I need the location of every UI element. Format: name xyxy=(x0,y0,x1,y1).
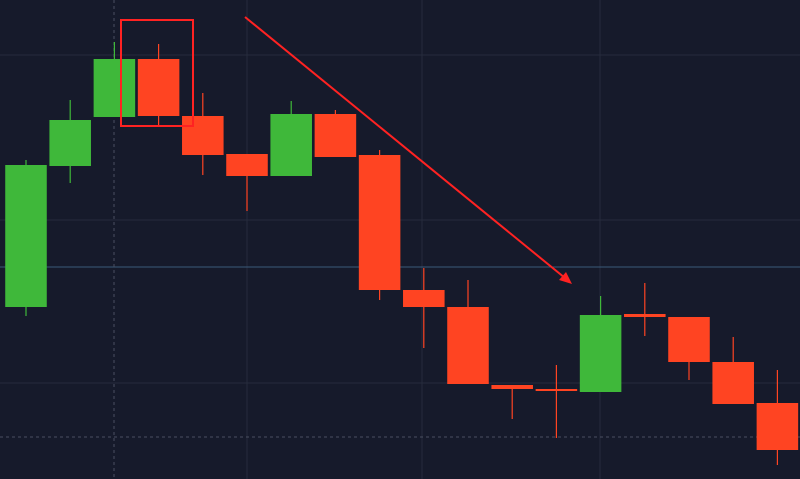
candle-body xyxy=(358,155,401,290)
candle-body xyxy=(491,385,533,389)
arrow-head xyxy=(559,272,572,284)
candle-body xyxy=(756,403,799,450)
trend-arrow xyxy=(244,16,566,279)
candle-body xyxy=(579,315,622,392)
candle-body xyxy=(226,154,268,176)
candle-body xyxy=(314,114,357,157)
candle-body xyxy=(93,59,136,117)
candle-body xyxy=(624,314,666,317)
highlight-box xyxy=(120,19,194,127)
candle-body xyxy=(447,307,489,384)
candle-body xyxy=(668,317,710,362)
candle-body xyxy=(49,120,91,166)
candle-body xyxy=(137,59,180,116)
candle-body xyxy=(403,290,445,307)
candle-body xyxy=(270,114,312,176)
candles xyxy=(5,42,799,465)
candle-body xyxy=(535,389,578,391)
candle-body xyxy=(182,116,224,155)
candle-body xyxy=(5,165,47,307)
candle-body xyxy=(712,362,754,404)
